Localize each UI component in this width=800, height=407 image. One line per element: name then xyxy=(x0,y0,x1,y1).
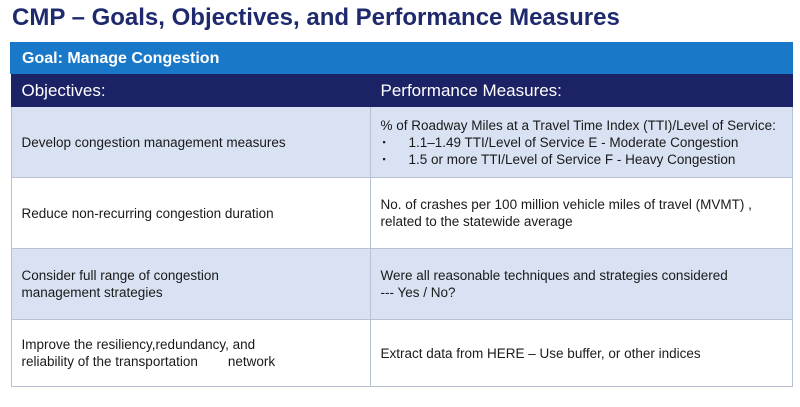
measure-cell: % of Roadway Miles at a Travel Time Inde… xyxy=(369,106,793,178)
measure-text: % of Roadway Miles at a Travel Time Inde… xyxy=(380,117,776,133)
measure-bullet-text: 1.5 or more TTI/Level of Service F - Hea… xyxy=(408,151,736,167)
list-item: ▪ 1.5 or more TTI/Level of Service F - H… xyxy=(381,151,782,168)
table-row: Consider full range of congestion manage… xyxy=(10,248,793,320)
objective-cell: Improve the resiliency,redundancy, and r… xyxy=(10,319,371,387)
objective-text: Develop congestion management measures xyxy=(21,134,286,150)
measure-cell: Extract data from HERE – Use buffer, or … xyxy=(369,319,793,387)
objective-cell: Reduce non-recurring congestion duration xyxy=(10,177,371,249)
table-row: Reduce non-recurring congestion duration… xyxy=(10,177,793,249)
measures-header: Performance Measures: xyxy=(369,72,793,107)
measure-list: ▪ 1.1–1.49 TTI/Level of Service E - Mode… xyxy=(381,134,782,168)
square-bullet-icon: ▪ xyxy=(382,153,386,164)
goal-row: Goal: Manage Congestion xyxy=(10,42,793,74)
objective-cell: Develop congestion management measures xyxy=(10,106,371,178)
objectives-header: Objectives: xyxy=(10,72,371,107)
page-title: CMP – Goals, Objectives, and Performance… xyxy=(12,4,620,31)
objective-text-line: reliability of the transportation network xyxy=(22,353,360,370)
measure-text: No. of crashes per 100 million vehicle m… xyxy=(380,197,752,212)
measure-text: --- Yes / No? xyxy=(380,285,456,300)
objective-cell: Consider full range of congestion manage… xyxy=(10,248,371,320)
measure-cell: No. of crashes per 100 million vehicle m… xyxy=(369,177,793,249)
square-bullet-icon: ▪ xyxy=(382,136,386,147)
measure-text: related to the statewide average xyxy=(380,214,573,229)
objective-text: Reduce non-recurring congestion duration xyxy=(21,205,274,221)
objective-text: Consider full range of congestion xyxy=(21,268,219,283)
objective-text: network xyxy=(227,354,276,369)
measure-text: Extract data from HERE – Use buffer, or … xyxy=(380,345,701,361)
table-row: Develop congestion management measures %… xyxy=(10,106,793,178)
list-item: ▪ 1.1–1.49 TTI/Level of Service E - Mode… xyxy=(381,134,782,151)
objective-text: Improve the resiliency,redundancy, and xyxy=(21,337,256,352)
goal-title: Goal: Manage Congestion xyxy=(10,42,793,74)
measure-bullet-text: 1.1–1.49 TTI/Level of Service E - Modera… xyxy=(408,134,739,150)
objective-text: reliability of the transportation xyxy=(21,354,198,369)
measure-text: Were all reasonable techniques and strat… xyxy=(380,268,728,283)
table-row: Improve the resiliency,redundancy, and r… xyxy=(10,319,793,387)
header-row: Objectives: Performance Measures: xyxy=(10,72,793,107)
objective-text: management strategies xyxy=(21,285,163,300)
goals-table: Goal: Manage Congestion Objectives: Perf… xyxy=(10,42,793,387)
measure-cell: Were all reasonable techniques and strat… xyxy=(369,248,793,320)
